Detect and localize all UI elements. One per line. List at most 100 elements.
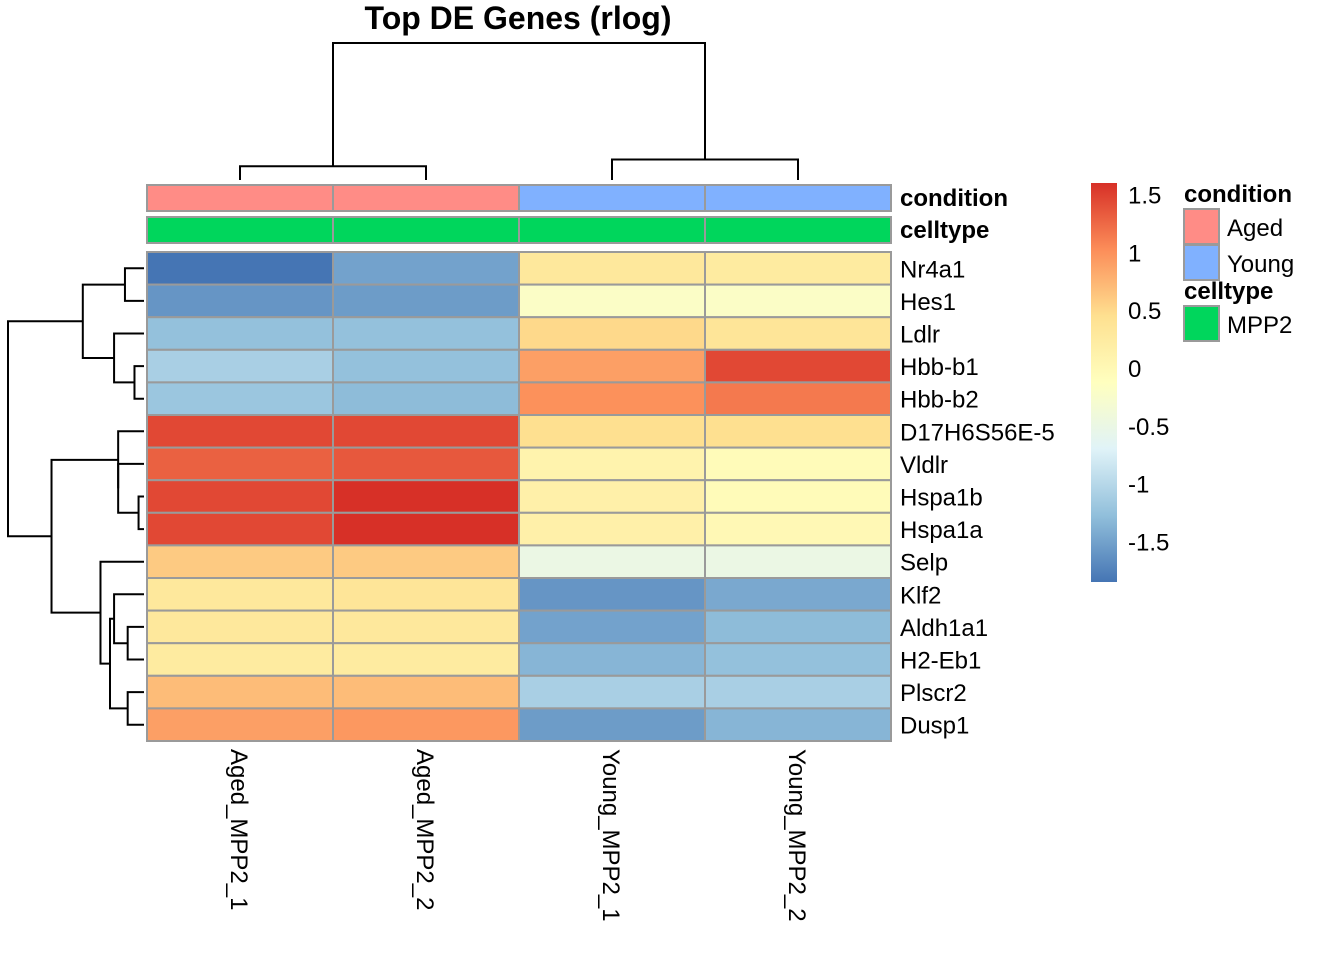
heatmap-cell bbox=[518, 283, 706, 319]
heatmap-cell bbox=[704, 511, 892, 547]
color-legend-tick: 0.5 bbox=[1128, 298, 1161, 325]
column-dendrogram-branch bbox=[332, 42, 706, 167]
row-dendrogram-branch bbox=[133, 365, 144, 400]
annotation-cell-condition bbox=[704, 184, 892, 212]
heatmap-cell bbox=[704, 251, 892, 286]
row-label: Hbb-b2 bbox=[900, 387, 979, 414]
heatmap-cell bbox=[704, 414, 892, 449]
heatmap-cell bbox=[146, 316, 334, 351]
heatmap-cell bbox=[146, 707, 334, 743]
column-dendrogram-branch bbox=[239, 165, 427, 180]
heatmap-cell bbox=[704, 348, 892, 384]
annotation-cell-condition bbox=[332, 184, 520, 212]
heatmap-cell bbox=[332, 577, 520, 612]
legend-title-celltype: celltype bbox=[1184, 278, 1273, 305]
legend-swatch-condition bbox=[1183, 208, 1220, 245]
heatmap-cell bbox=[518, 479, 706, 514]
heatmap-cell bbox=[146, 577, 334, 612]
row-label: Hspa1b bbox=[900, 485, 983, 512]
heatmap-cell bbox=[518, 316, 706, 351]
heatmap-cell bbox=[704, 544, 892, 580]
color-legend-tick: 0 bbox=[1128, 356, 1141, 383]
heatmap-cell bbox=[146, 348, 334, 384]
color-legend-bar bbox=[1091, 183, 1117, 582]
row-label: Nr4a1 bbox=[900, 256, 965, 283]
heatmap-cell bbox=[146, 414, 334, 449]
row-dendrogram-branch bbox=[99, 560, 144, 665]
row-dendrogram-branch bbox=[113, 593, 144, 645]
heatmap-cell bbox=[332, 283, 520, 319]
row-dendrogram-branch bbox=[126, 691, 144, 726]
annotation-cell-celltype bbox=[704, 216, 892, 244]
row-label: Plscr2 bbox=[900, 680, 967, 707]
heatmap-cell bbox=[332, 251, 520, 286]
legend-swatch-condition bbox=[1183, 244, 1220, 281]
heatmap-cell bbox=[146, 479, 334, 514]
annotation-label-celltype: celltype bbox=[900, 217, 989, 244]
heatmap-cell bbox=[518, 642, 706, 677]
heatmap-cell bbox=[332, 479, 520, 514]
heatmap-cell bbox=[704, 577, 892, 612]
heatmap-cell bbox=[146, 251, 334, 286]
row-dendrogram-branch bbox=[126, 625, 144, 661]
heatmap-cell bbox=[704, 381, 892, 416]
heatmap-cell bbox=[146, 283, 334, 319]
legend-swatch-celltype bbox=[1183, 305, 1220, 342]
heatmap-cell bbox=[146, 674, 334, 710]
heatmap-cell bbox=[332, 544, 520, 580]
column-label: Young_MPP2_1 bbox=[597, 749, 624, 922]
row-dendrogram-branch bbox=[117, 430, 144, 489]
annotation-cell-condition bbox=[146, 184, 334, 212]
annotation-cell-celltype bbox=[332, 216, 520, 244]
heatmap-cell bbox=[518, 577, 706, 612]
row-label: Vldlr bbox=[900, 452, 948, 479]
heatmap-cell bbox=[332, 642, 520, 677]
heatmap-cell bbox=[704, 642, 892, 677]
column-dendrogram-branch bbox=[611, 158, 799, 180]
column-label: Aged_MPP2_2 bbox=[411, 749, 438, 910]
heatmap-cell bbox=[518, 414, 706, 449]
heatmap-cell bbox=[704, 609, 892, 645]
heatmap-cell bbox=[146, 544, 334, 580]
color-legend-tick: -1 bbox=[1128, 472, 1149, 499]
row-dendrogram-branch bbox=[117, 462, 144, 514]
heatmap-cell bbox=[146, 511, 334, 547]
legend-entry-condition: Aged bbox=[1227, 215, 1283, 242]
row-label: Klf2 bbox=[900, 582, 941, 609]
heatmap-cell bbox=[146, 642, 334, 677]
heatmap-cell bbox=[518, 348, 706, 384]
heatmap-cell bbox=[704, 446, 892, 482]
row-dendrogram-branch bbox=[113, 332, 144, 384]
color-legend-tick: 1.5 bbox=[1128, 183, 1161, 210]
row-label: Ldlr bbox=[900, 322, 940, 349]
annotation-cell-celltype bbox=[146, 216, 334, 244]
row-label: Hes1 bbox=[900, 289, 956, 316]
legend-entry-condition: Young bbox=[1227, 251, 1294, 278]
heatmap-cell bbox=[332, 414, 520, 449]
row-label: Hspa1a bbox=[900, 517, 983, 544]
heatmap-cell bbox=[518, 707, 706, 743]
row-dendrogram-branch bbox=[109, 617, 128, 710]
heatmap-cell bbox=[704, 283, 892, 319]
row-dendrogram-branch bbox=[123, 267, 144, 302]
row-label: Hbb-b1 bbox=[900, 354, 979, 381]
row-label: Aldh1a1 bbox=[900, 615, 988, 642]
color-legend-tick: -0.5 bbox=[1128, 414, 1169, 441]
heatmap-cell bbox=[146, 609, 334, 645]
color-legend-tick: -1.5 bbox=[1128, 530, 1169, 557]
heatmap-cell bbox=[146, 446, 334, 482]
annotation-label-condition: condition bbox=[900, 185, 1008, 212]
row-label: H2-Eb1 bbox=[900, 648, 981, 675]
heatmap-cell bbox=[704, 316, 892, 351]
row-dendrogram-branch bbox=[50, 458, 119, 614]
legend-entry-celltype: MPP2 bbox=[1227, 312, 1292, 339]
row-label: D17H6S56E-5 bbox=[900, 419, 1055, 446]
heatmap-cell bbox=[332, 381, 520, 416]
heatmap-cell bbox=[332, 707, 520, 743]
heatmap-cell bbox=[332, 446, 520, 482]
heatmap-cell bbox=[332, 348, 520, 384]
heatmap-cell bbox=[518, 544, 706, 580]
annotation-cell-condition bbox=[518, 184, 706, 212]
row-dendrogram-branch bbox=[7, 320, 83, 538]
